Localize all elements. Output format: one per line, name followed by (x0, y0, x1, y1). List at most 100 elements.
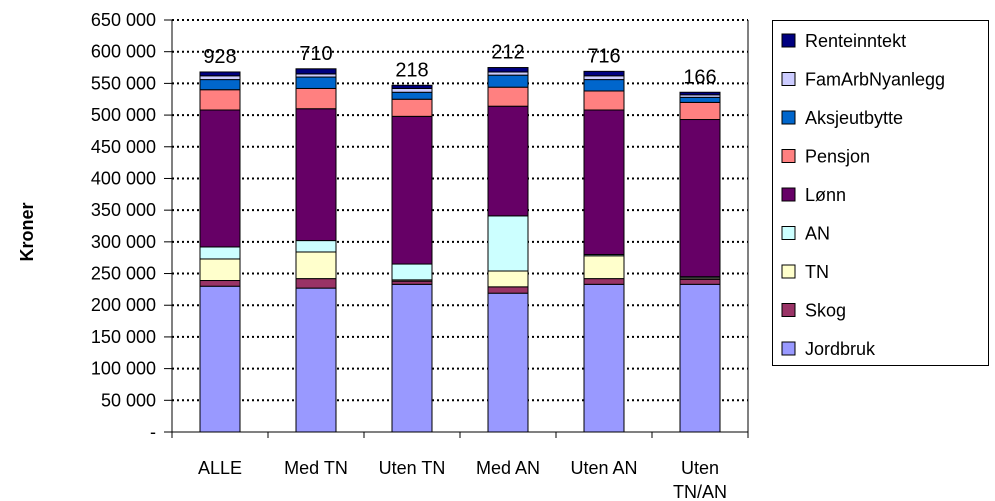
bar-segment-jordbruk (391, 283, 433, 433)
bar-segment-jordbruk (295, 287, 337, 433)
bar-segment-an (487, 215, 529, 272)
y-tick-label: 250 000 (91, 264, 156, 284)
bar-segment-pensjon (679, 101, 721, 121)
legend-swatch (781, 33, 796, 48)
bar-segment-renteinntekt (295, 68, 337, 75)
legend-label: Jordbruk (805, 339, 876, 359)
x-tick-label: Med TN (284, 458, 348, 478)
legend-label: Aksjeutbytte (805, 108, 903, 128)
bar-segment-an (295, 240, 337, 253)
bar-segment-aksjeutbytte (487, 74, 529, 88)
y-tick-label: 100 000 (91, 359, 156, 379)
bar-segment-jordbruk (583, 283, 625, 433)
bar-segment-pensjon (487, 86, 529, 107)
data-label: 212 (491, 42, 524, 64)
legend-label: Pensjon (805, 147, 870, 167)
bar-segment-pensjon (391, 98, 433, 117)
bar-segment-lønn (583, 109, 625, 256)
bar-segment-pensjon (583, 90, 625, 111)
bar-segment-skog (199, 280, 241, 287)
data-label: 710 (299, 43, 332, 65)
bars (199, 67, 721, 433)
bar-segment-skog (487, 286, 529, 294)
bar-segment-renteinntekt (487, 67, 529, 73)
y-tick-label: - (150, 422, 156, 442)
bar-segment-jordbruk (487, 292, 529, 433)
legend-swatch (781, 341, 796, 356)
bar-segment-an (199, 246, 241, 260)
legend-label: AN (805, 224, 830, 244)
data-label: 166 (683, 66, 716, 88)
y-tick-label: 150 000 (91, 327, 156, 347)
bar-segment-pensjon (295, 87, 337, 110)
legend-swatch (781, 110, 796, 125)
bar-segment-tn (199, 258, 241, 282)
legend-swatch (781, 303, 796, 317)
legend-box (772, 20, 989, 366)
bar-segment-aksjeutbytte (199, 79, 241, 91)
y-tick-labels: - 50 000 100 000 150 000 200 000 250 000 300 0… (91, 10, 156, 442)
bar-segment-aksjeutbytte (295, 76, 337, 89)
y-tick-label: 200 000 (91, 295, 156, 315)
legend-label: Lønn (805, 185, 846, 205)
y-tick-label: 650 000 (91, 10, 156, 30)
bar-segment-an (391, 263, 433, 281)
bar-segment-lønn (199, 109, 241, 248)
bar-segment-tn (487, 270, 529, 288)
grid-lines (172, 19, 748, 402)
y-tick-label: 500 000 (91, 105, 156, 125)
bar-segment-lønn (679, 119, 721, 278)
y-axis-label: Kroner (17, 202, 37, 261)
data-labels: 928 710 218 212 716 166 (203, 42, 716, 89)
bar-segment-famarbnyanlegg (391, 87, 433, 93)
legend-label: FamArbNyanlegg (805, 70, 945, 90)
legend-swatch (781, 187, 796, 202)
bar-segment-renteinntekt (679, 91, 721, 96)
bar-segment-renteinntekt (583, 70, 625, 77)
bar-segment-jordbruk (679, 283, 721, 433)
bar-segment-lønn (487, 105, 529, 217)
legend: Renteinntekt FamArbNyanlegg Aksjeutbytte Pe… (772, 20, 989, 366)
y-tick-label: 50 000 (101, 390, 156, 410)
bar-segment-renteinntekt (199, 71, 241, 77)
legend-label: Renteinntekt (805, 31, 906, 51)
data-label: 218 (395, 59, 428, 81)
bar-segment-jordbruk (199, 285, 241, 433)
legend-swatch (781, 149, 796, 163)
bar-segment-lønn (391, 115, 433, 265)
bar-segment-aksjeutbytte (583, 79, 625, 92)
legend-label: TN (805, 262, 829, 282)
bar-segment-famarbnyanlegg (199, 75, 241, 81)
x-tick-label: Uten AN (570, 458, 637, 478)
bar-segment-tn (295, 251, 337, 280)
data-label: 716 (587, 45, 620, 67)
bar-segment-skog (583, 278, 625, 285)
x-tick-label: ALLE (198, 458, 242, 478)
x-tick-label: Uten TN/AN (673, 458, 727, 501)
y-tick-label: 400 000 (91, 168, 156, 188)
bar-segment-skog (295, 278, 337, 289)
y-tick-label: 350 000 (91, 200, 156, 220)
y-tick-label: 300 000 (91, 232, 156, 252)
x-tick-label: Uten TN (379, 458, 446, 478)
legend-swatch (781, 226, 796, 240)
x-tick-label: Med AN (476, 458, 540, 478)
x-tick-labels: ALLE Med TN Uten TN Med AN Uten AN Uten TN/AN (198, 458, 727, 501)
bar-segment-aksjeutbytte (391, 91, 433, 100)
y-tick-label: 600 000 (91, 42, 156, 62)
bar-segment-renteinntekt (391, 84, 433, 89)
bar-segment-pensjon (199, 89, 241, 111)
y-tick-label: 450 000 (91, 137, 156, 157)
legend-swatch (781, 264, 796, 279)
bar-segment-tn (583, 255, 625, 280)
legend-swatch (781, 72, 796, 86)
y-tick-label: 550 000 (91, 73, 156, 93)
legend-label: Skog (805, 301, 846, 321)
bar-segment-lønn (295, 108, 337, 242)
axes (164, 19, 749, 438)
data-label: 928 (203, 46, 236, 68)
bar-segment-famarbnyanlegg (583, 75, 625, 81)
bar-segment-aksjeutbytte (679, 96, 721, 103)
bar-segment-skog (679, 278, 721, 285)
